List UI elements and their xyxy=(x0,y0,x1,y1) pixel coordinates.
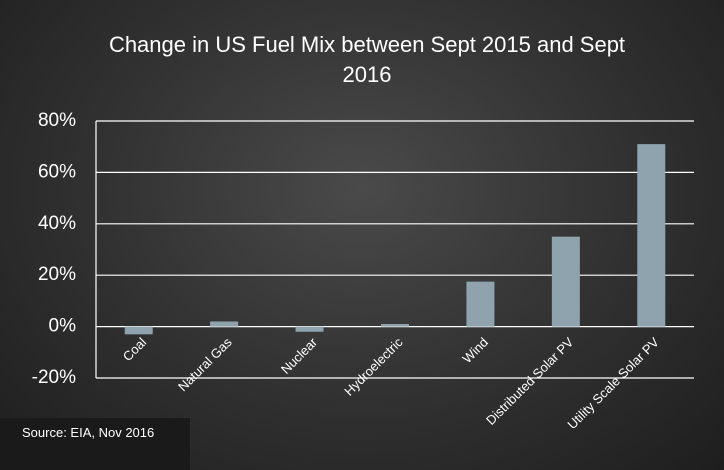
y-tick-label: 60% xyxy=(38,161,76,182)
chart-title: Change in US Fuel Mix between Sept 2015 … xyxy=(92,30,642,90)
x-tick-label: Utility Scale Solar PV xyxy=(564,334,662,432)
y-tick-label: -20% xyxy=(32,367,76,388)
x-tick-label: Hydroelectric xyxy=(341,334,406,399)
page: -20% 0% 20% 40% 60% 80% Coal Natural Gas Nuclear… xyxy=(0,0,724,470)
bar xyxy=(552,237,580,327)
x-tick-label: Wind xyxy=(459,335,491,367)
y-tick-label: 0% xyxy=(49,316,77,337)
bar xyxy=(637,144,665,326)
bar xyxy=(125,327,153,335)
bar xyxy=(296,327,324,332)
source-note: Source: EIA, Nov 2016 xyxy=(0,418,190,470)
bar xyxy=(381,324,409,327)
y-tick-label: 80% xyxy=(38,110,76,131)
x-tick-label: Coal xyxy=(120,334,150,364)
bar xyxy=(466,282,494,327)
x-tick-label: Natural Gas xyxy=(175,334,235,394)
y-tick-label: 20% xyxy=(38,264,76,285)
x-tick-label: Nuclear xyxy=(278,334,321,377)
x-tick-label: Distributed Solar PV xyxy=(483,334,577,428)
bar xyxy=(210,321,238,326)
y-tick-label: 40% xyxy=(38,213,76,234)
